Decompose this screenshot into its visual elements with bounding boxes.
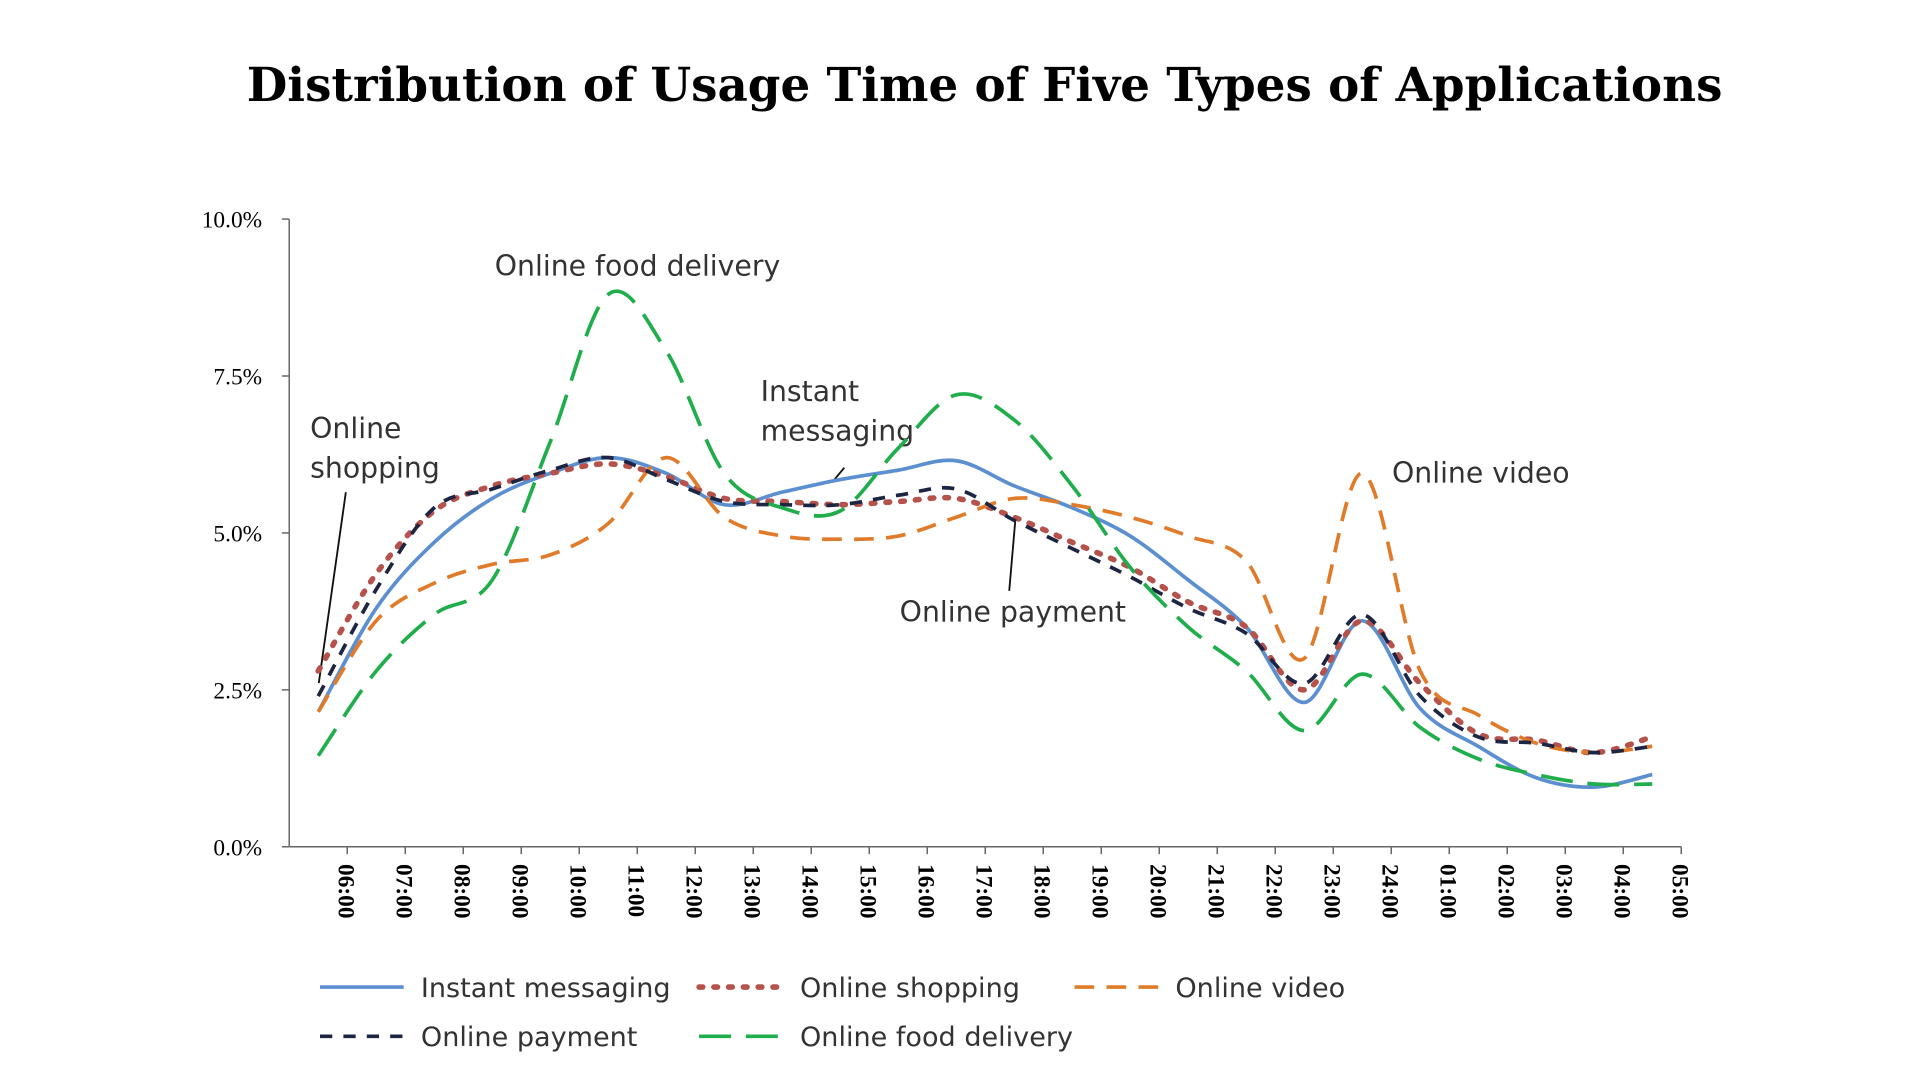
chart-title: Distribution of Usage Time of Five Types…	[247, 58, 1723, 113]
leader-line	[317, 492, 347, 684]
series-line	[316, 455, 1653, 790]
x-tick-label: 15:00	[855, 864, 881, 919]
x-tick-label: 22:00	[1261, 864, 1287, 919]
legend-label: Instant messaging	[421, 973, 671, 1004]
leader-line	[1008, 519, 1017, 591]
x-tick-label: 05:00	[1667, 864, 1693, 919]
x-tick-label: 09:00	[507, 864, 533, 919]
x-tick-label: 14:00	[797, 864, 823, 919]
x-tick-label: 06:00	[333, 864, 359, 919]
x-tick-label: 19:00	[1087, 864, 1113, 919]
annotation: Online food delivery	[495, 250, 780, 283]
annotation: Online video	[1392, 456, 1570, 489]
x-tick-label: 10:00	[565, 864, 591, 919]
series-line	[316, 455, 1653, 755]
x-tick-label: 08:00	[449, 864, 475, 919]
series-line	[316, 455, 1653, 755]
series-line	[315, 461, 1656, 756]
annotation: Instant messaging	[761, 375, 915, 447]
legend-label: Online video	[1175, 973, 1345, 1004]
annotation: Online payment	[900, 596, 1126, 629]
x-tick-label: 02:00	[1493, 864, 1519, 919]
x-tick-label: 03:00	[1551, 864, 1577, 919]
x-tick-label: 01:00	[1435, 864, 1461, 919]
legend-label: Online shopping	[800, 973, 1020, 1004]
y-tick-label: 7.5%	[213, 365, 262, 391]
legend-label: Online payment	[421, 1022, 637, 1053]
x-tick-label: 24:00	[1377, 864, 1403, 919]
x-tick-label: 21:00	[1203, 864, 1229, 919]
x-tick-label: 17:00	[971, 864, 997, 919]
y-tick-label: 2.5%	[213, 678, 262, 704]
annotation: Online shopping	[310, 412, 440, 484]
series-line	[316, 289, 1653, 787]
x-tick-label: 16:00	[913, 864, 939, 919]
y-tick-label: 0.0%	[213, 835, 262, 861]
x-tick-label: 12:00	[681, 864, 707, 919]
y-tick-label: 5.0%	[213, 522, 262, 548]
x-tick-label: 11:00	[623, 864, 649, 917]
x-tick-label: 23:00	[1319, 864, 1345, 919]
y-tick-label: 10.0%	[202, 208, 262, 234]
x-tick-label: 18:00	[1029, 864, 1055, 919]
legend-label: Online food delivery	[800, 1022, 1073, 1053]
x-tick-label: 04:00	[1609, 864, 1635, 919]
x-tick-label: 07:00	[391, 864, 417, 919]
x-tick-label: 13:00	[739, 864, 765, 919]
x-tick-label: 20:00	[1145, 864, 1171, 919]
